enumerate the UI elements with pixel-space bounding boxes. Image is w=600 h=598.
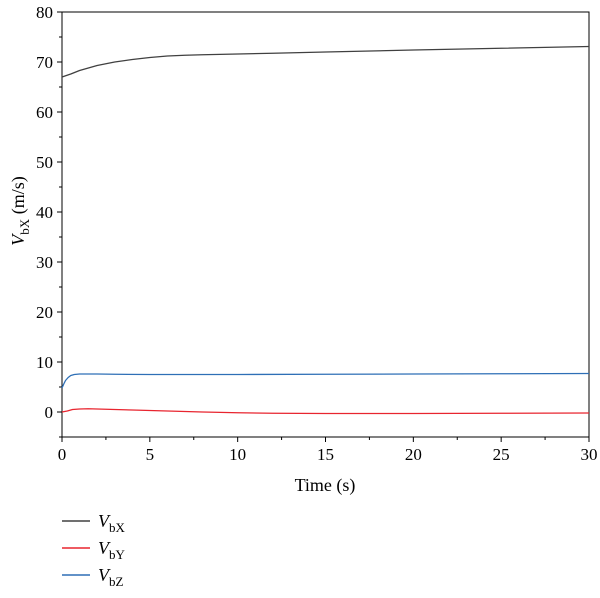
- series-line-bz: [61, 372, 590, 389]
- y-tick-label: 30: [36, 253, 53, 272]
- x-tick-label: 0: [58, 445, 67, 464]
- x-tick-label: 25: [493, 445, 510, 464]
- legend-entry-sub: bY: [109, 547, 126, 562]
- legend-entry-main: V: [98, 511, 111, 531]
- y-tick-label: 20: [36, 303, 53, 322]
- y-tick-label: 0: [45, 403, 54, 422]
- y-tick-label: 10: [36, 353, 53, 372]
- legend-entry-sub: bX: [109, 520, 126, 535]
- x-axis-label: Time (s): [295, 475, 356, 496]
- legend-entry: VbZ: [98, 565, 124, 589]
- legend-entry-sub: bZ: [109, 574, 124, 589]
- y-tick-label: 80: [36, 3, 53, 22]
- x-tick-label: 10: [229, 445, 246, 464]
- x-tick-label: 30: [581, 445, 598, 464]
- x-tick-label: 5: [146, 445, 155, 464]
- legend-entry: VbX: [98, 511, 126, 535]
- legend-entry-main: V: [98, 565, 111, 585]
- axes: 0 5 10 15 20 25 30 0 10 20 30 40 50 60 70 80: [36, 3, 598, 464]
- y-tick-label: 70: [36, 53, 53, 72]
- series-line-bx: [61, 45, 590, 78]
- y-axis-label: VbX (m/s): [8, 176, 32, 245]
- y-tick-label: 60: [36, 103, 53, 122]
- y-axis-label-main: V: [8, 233, 28, 246]
- x-tick-label: 15: [317, 445, 334, 464]
- y-axis-label-sub: bX: [17, 218, 32, 235]
- legend-entry-main: V: [98, 538, 111, 558]
- series-line-by: [61, 408, 590, 415]
- axis-labels: Time (s) VbX (m/s): [8, 176, 355, 496]
- y-tick-label: 40: [36, 203, 53, 222]
- legend-entry: VbY: [98, 538, 126, 562]
- series-lines: [61, 45, 590, 415]
- y-tick-label: 50: [36, 153, 53, 172]
- x-tick-label: 20: [405, 445, 422, 464]
- y-axis-label-unit: (m/s): [8, 176, 29, 219]
